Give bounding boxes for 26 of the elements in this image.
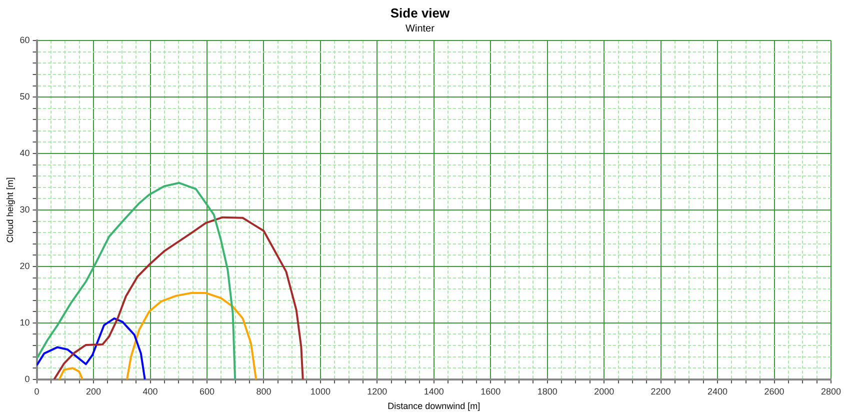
x-tick-label: 400 bbox=[142, 386, 158, 396]
chart-title: Side view bbox=[390, 5, 451, 20]
x-tick-label: 600 bbox=[199, 386, 215, 396]
x-tick-label: 2600 bbox=[764, 386, 784, 396]
x-tick-label: 1400 bbox=[424, 386, 444, 396]
y-tick-label: 10 bbox=[20, 317, 30, 328]
y-tick-label: 40 bbox=[20, 148, 30, 158]
y-tick-label: 50 bbox=[20, 92, 30, 102]
x-tick-label: 1800 bbox=[537, 386, 558, 396]
x-tick-label: 1600 bbox=[480, 386, 501, 396]
x-tick-label: 2800 bbox=[820, 386, 842, 396]
y-tick-label: 30 bbox=[20, 204, 30, 214]
x-axis-title: Distance downwind [m] bbox=[388, 401, 480, 412]
y-axis-title: Cloud height [m] bbox=[4, 177, 15, 243]
y-tick-label: 20 bbox=[20, 260, 30, 271]
x-tick-label: 800 bbox=[256, 386, 272, 396]
x-tick-label: 2000 bbox=[594, 386, 614, 396]
chart-subtitle: Winter bbox=[406, 23, 436, 34]
y-tick-label: 60 bbox=[20, 35, 30, 46]
x-tick-label: 1000 bbox=[310, 386, 330, 396]
y-tick-label: 0 bbox=[24, 374, 30, 384]
x-tick-label: 1200 bbox=[367, 386, 388, 396]
x-tick-label: 200 bbox=[86, 386, 102, 396]
x-tick-label: 0 bbox=[34, 386, 40, 396]
x-tick-label: 2400 bbox=[708, 386, 728, 396]
x-tick-label: 2200 bbox=[650, 386, 671, 396]
